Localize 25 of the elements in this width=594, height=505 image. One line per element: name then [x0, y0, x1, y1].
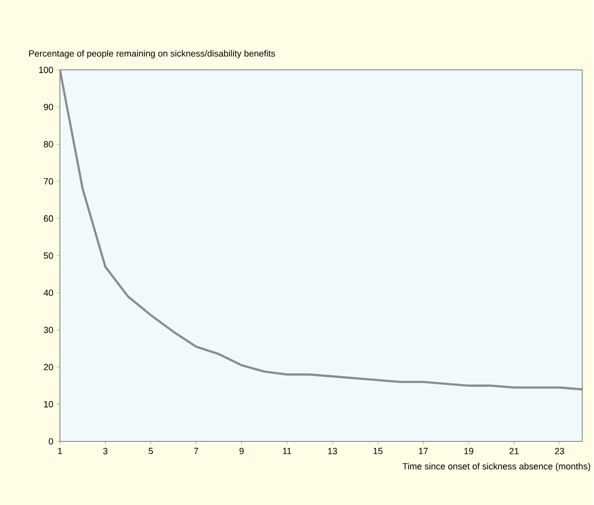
x-tick-label: 5 — [148, 448, 153, 454]
x-tick-label: 1 — [58, 448, 62, 454]
y-tick-label: 100 — [39, 66, 54, 73]
x-tick-label: 23 — [554, 448, 564, 454]
x-axis-title: Time since onset of sickness absence (months) — [402, 462, 590, 472]
x-tick-label: 11 — [283, 448, 292, 454]
y-tick-label: 20 — [44, 364, 54, 370]
x-tick-label: 17 — [418, 448, 428, 454]
x-tick-label: 9 — [240, 448, 244, 454]
x-tick-label: 15 — [374, 448, 382, 454]
y-tick-label: 40 — [44, 289, 54, 296]
y-tick-label: 70 — [44, 178, 54, 184]
y-tick-label: 60 — [44, 215, 54, 222]
y-tick-label: 0 — [48, 438, 54, 444]
y-tick-label: 50 — [44, 252, 54, 259]
x-tick-label: 13 — [328, 448, 338, 454]
y-axis-title: Percentage of people remaining on sickness/disability benefits — [29, 50, 275, 58]
x-tick-label: 3 — [103, 448, 108, 454]
y-tick-label: 90 — [44, 104, 54, 110]
x-tick-label: 7 — [194, 448, 198, 454]
x-tick-label: 21 — [510, 448, 519, 454]
y-tick-label: 10 — [44, 400, 54, 408]
y-tick-label: 80 — [44, 140, 54, 148]
x-tick-label: 19 — [464, 448, 474, 454]
y-tick-label: 30 — [44, 326, 54, 333]
